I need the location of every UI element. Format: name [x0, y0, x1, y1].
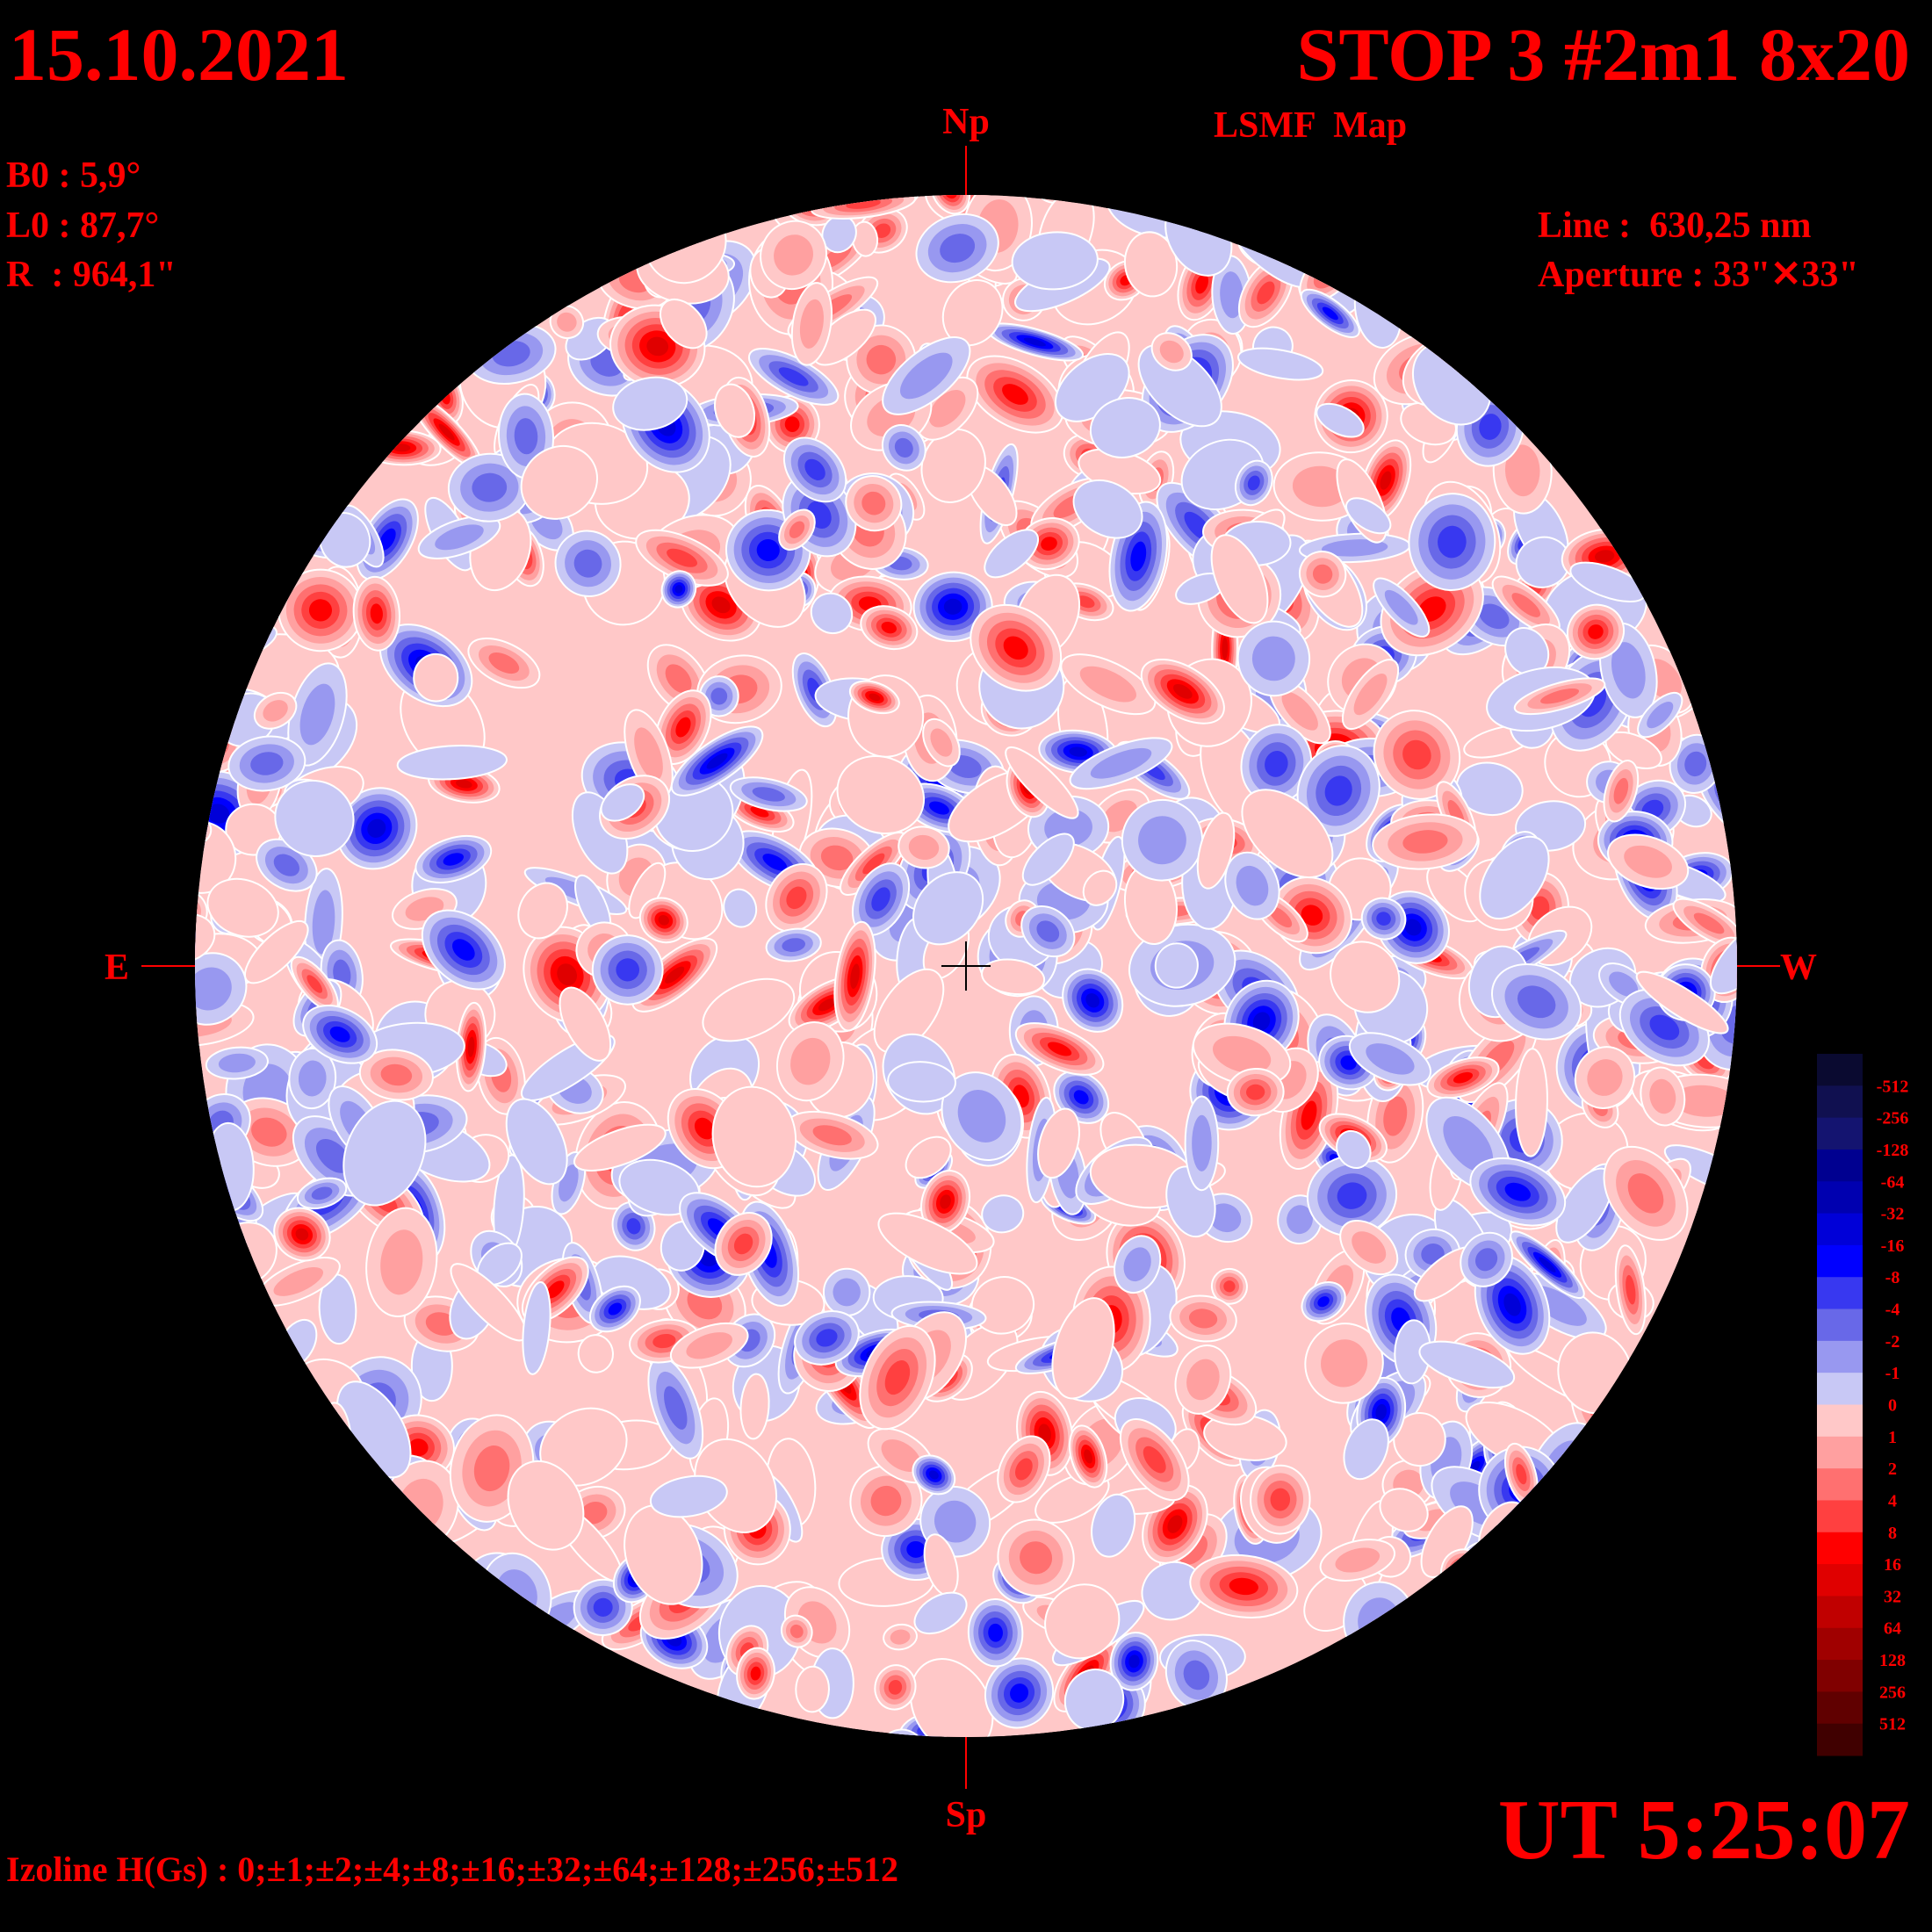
field-patch	[413, 652, 459, 703]
field-patch	[934, 1500, 977, 1543]
field-patch	[580, 1501, 608, 1525]
colorbar-band	[1817, 1149, 1863, 1182]
colorbar-label: 1	[1888, 1428, 1897, 1447]
field-patch	[1587, 1059, 1623, 1096]
date: 15.10.2021	[9, 12, 349, 97]
colorbar-label: 128	[1879, 1651, 1906, 1670]
colorbar-band	[1817, 1596, 1863, 1629]
colorbar-band	[1817, 1213, 1863, 1246]
north-label: Np	[942, 102, 990, 142]
subtitle: LSMF Map	[1214, 105, 1407, 146]
field-patch	[312, 890, 335, 955]
west-label: W	[1780, 948, 1817, 988]
colorbar-band	[1817, 1436, 1863, 1469]
colorbar-label: 512	[1879, 1715, 1906, 1734]
field-patch	[1192, 1114, 1212, 1171]
colorbar-label: 8	[1888, 1524, 1897, 1543]
field-patch	[818, 998, 836, 1012]
colorbar-band	[1817, 1181, 1863, 1215]
colorbar-band	[1817, 1723, 1863, 1756]
colorbar-label: -32	[1881, 1205, 1905, 1224]
colorbar-label: 4	[1888, 1491, 1897, 1510]
field-patch	[795, 1665, 830, 1713]
field-patch	[665, 664, 692, 694]
east-label: E	[105, 948, 129, 988]
colorbar-band	[1817, 1627, 1863, 1661]
colorbar-band	[1817, 1468, 1863, 1501]
colorbar-label: -256	[1877, 1109, 1909, 1128]
colorbar-label: 256	[1879, 1683, 1906, 1702]
colorbar-label: -8	[1885, 1268, 1900, 1287]
aperture: Aperture : 33"✕33"	[1538, 255, 1859, 295]
colorbar-band	[1817, 1404, 1863, 1438]
colorbar-label: -16	[1881, 1236, 1905, 1256]
field-patch	[929, 801, 949, 815]
field-patch	[1023, 337, 1046, 347]
colorbar-band	[1817, 1691, 1863, 1725]
colorbar-band	[1817, 1054, 1863, 1086]
field-patch	[906, 1540, 926, 1558]
field-patch	[1222, 637, 1229, 660]
colorbar-band	[1817, 1085, 1863, 1119]
field-patch	[557, 312, 577, 332]
time: UT 5:25:07	[1498, 1783, 1910, 1878]
colorbar-band	[1817, 1308, 1863, 1342]
field-patch	[1195, 274, 1208, 294]
colorbar-label: 64	[1884, 1619, 1901, 1639]
field-patch	[1223, 1280, 1236, 1293]
radius: R : 964,1"	[6, 255, 177, 295]
colorbar-band	[1817, 1117, 1863, 1150]
field-patch	[1073, 1090, 1089, 1105]
field-patch	[251, 1117, 287, 1147]
field-patch	[665, 966, 685, 984]
colorbar-label: -4	[1885, 1301, 1900, 1320]
colorbar-band	[1817, 1244, 1863, 1278]
field-patch	[930, 728, 953, 757]
field-patch	[870, 1485, 902, 1517]
colorbar-band	[1817, 1373, 1863, 1405]
field-patch	[943, 598, 962, 615]
l0: L0 : 87,7°	[6, 205, 159, 246]
colorbar-band	[1817, 1564, 1863, 1597]
colorbar-band	[1817, 1532, 1863, 1565]
b0: B0 : 5,9°	[6, 155, 141, 196]
field-patch	[1208, 1203, 1242, 1233]
field-patch	[784, 416, 800, 432]
colorbar-band	[1817, 1340, 1863, 1373]
south-label: Sp	[946, 1795, 987, 1835]
colorbar-label: -2	[1885, 1332, 1900, 1352]
izoline: Izoline H(Gs) : 0;±1;±2;±4;±8;±16;±32;±6…	[6, 1849, 898, 1889]
colorbar-label: -512	[1877, 1077, 1909, 1096]
line: Line : 630,25 nm	[1538, 205, 1812, 246]
colorbar-band	[1817, 1660, 1863, 1692]
field-patch	[1084, 1449, 1092, 1464]
colorbar-label: 32	[1884, 1587, 1901, 1606]
colorbar-label: 2	[1888, 1460, 1897, 1479]
field-patch	[1220, 271, 1244, 319]
title: STOP 3 #2m1 8x20	[1297, 12, 1910, 97]
colorbar-band	[1817, 1500, 1863, 1533]
field-patch	[593, 1597, 613, 1617]
field-patch	[711, 596, 731, 614]
colorbar-label: -64	[1881, 1172, 1905, 1192]
colorbar-label: -1	[1885, 1364, 1900, 1383]
field-patch	[206, 804, 230, 824]
colorbar-band	[1817, 1277, 1863, 1310]
colorbar-label: 16	[1884, 1555, 1901, 1575]
colorbar-label: -128	[1877, 1141, 1909, 1160]
colorbar-label: 0	[1888, 1396, 1897, 1416]
field-patch	[577, 1334, 614, 1373]
field-patch	[723, 888, 758, 928]
field-patch	[905, 1135, 952, 1179]
